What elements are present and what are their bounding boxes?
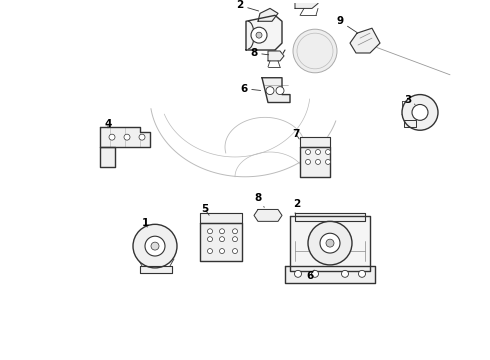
Circle shape xyxy=(326,239,334,247)
Circle shape xyxy=(207,237,213,242)
Circle shape xyxy=(308,221,352,265)
Circle shape xyxy=(305,149,311,154)
Circle shape xyxy=(133,224,177,268)
Circle shape xyxy=(316,159,320,165)
Polygon shape xyxy=(200,213,242,223)
Circle shape xyxy=(220,229,224,234)
Circle shape xyxy=(320,233,340,253)
Polygon shape xyxy=(254,210,282,221)
Polygon shape xyxy=(350,28,380,53)
Polygon shape xyxy=(200,223,242,261)
Polygon shape xyxy=(246,15,282,50)
Polygon shape xyxy=(100,147,115,167)
Polygon shape xyxy=(290,216,370,271)
Text: 6: 6 xyxy=(241,84,261,94)
Polygon shape xyxy=(262,78,290,103)
Circle shape xyxy=(139,134,145,140)
Circle shape xyxy=(342,270,348,277)
Text: 6: 6 xyxy=(306,270,314,281)
Circle shape xyxy=(266,87,274,95)
Text: 8: 8 xyxy=(254,193,264,207)
Polygon shape xyxy=(300,147,330,177)
Circle shape xyxy=(293,29,337,73)
Circle shape xyxy=(232,249,238,253)
Text: 3: 3 xyxy=(404,95,415,104)
Polygon shape xyxy=(300,137,330,147)
Polygon shape xyxy=(295,213,365,221)
Circle shape xyxy=(251,27,267,43)
Text: 9: 9 xyxy=(337,16,357,32)
Polygon shape xyxy=(285,266,375,283)
Polygon shape xyxy=(258,8,278,21)
Circle shape xyxy=(109,134,115,140)
Circle shape xyxy=(207,249,213,253)
Circle shape xyxy=(151,242,159,250)
Polygon shape xyxy=(140,266,172,273)
Circle shape xyxy=(316,149,320,154)
Text: 7: 7 xyxy=(293,129,300,139)
Circle shape xyxy=(402,95,438,130)
Circle shape xyxy=(305,159,311,165)
Text: 8: 8 xyxy=(250,48,269,58)
Circle shape xyxy=(207,229,213,234)
Circle shape xyxy=(325,159,330,165)
Polygon shape xyxy=(404,120,416,127)
Circle shape xyxy=(220,237,224,242)
Circle shape xyxy=(256,32,262,38)
Circle shape xyxy=(312,270,318,277)
Text: 4: 4 xyxy=(104,119,112,129)
Circle shape xyxy=(325,149,330,154)
Circle shape xyxy=(412,104,428,120)
Circle shape xyxy=(220,249,224,253)
Circle shape xyxy=(232,237,238,242)
Text: 2: 2 xyxy=(236,0,259,11)
Polygon shape xyxy=(100,127,150,147)
Circle shape xyxy=(359,270,366,277)
Polygon shape xyxy=(295,0,318,8)
Circle shape xyxy=(294,270,301,277)
Circle shape xyxy=(276,87,284,95)
Circle shape xyxy=(145,236,165,256)
Circle shape xyxy=(124,134,130,140)
Text: 5: 5 xyxy=(201,204,209,215)
Text: 1: 1 xyxy=(142,218,148,228)
Polygon shape xyxy=(268,51,284,61)
Text: 2: 2 xyxy=(294,198,301,213)
Circle shape xyxy=(232,229,238,234)
